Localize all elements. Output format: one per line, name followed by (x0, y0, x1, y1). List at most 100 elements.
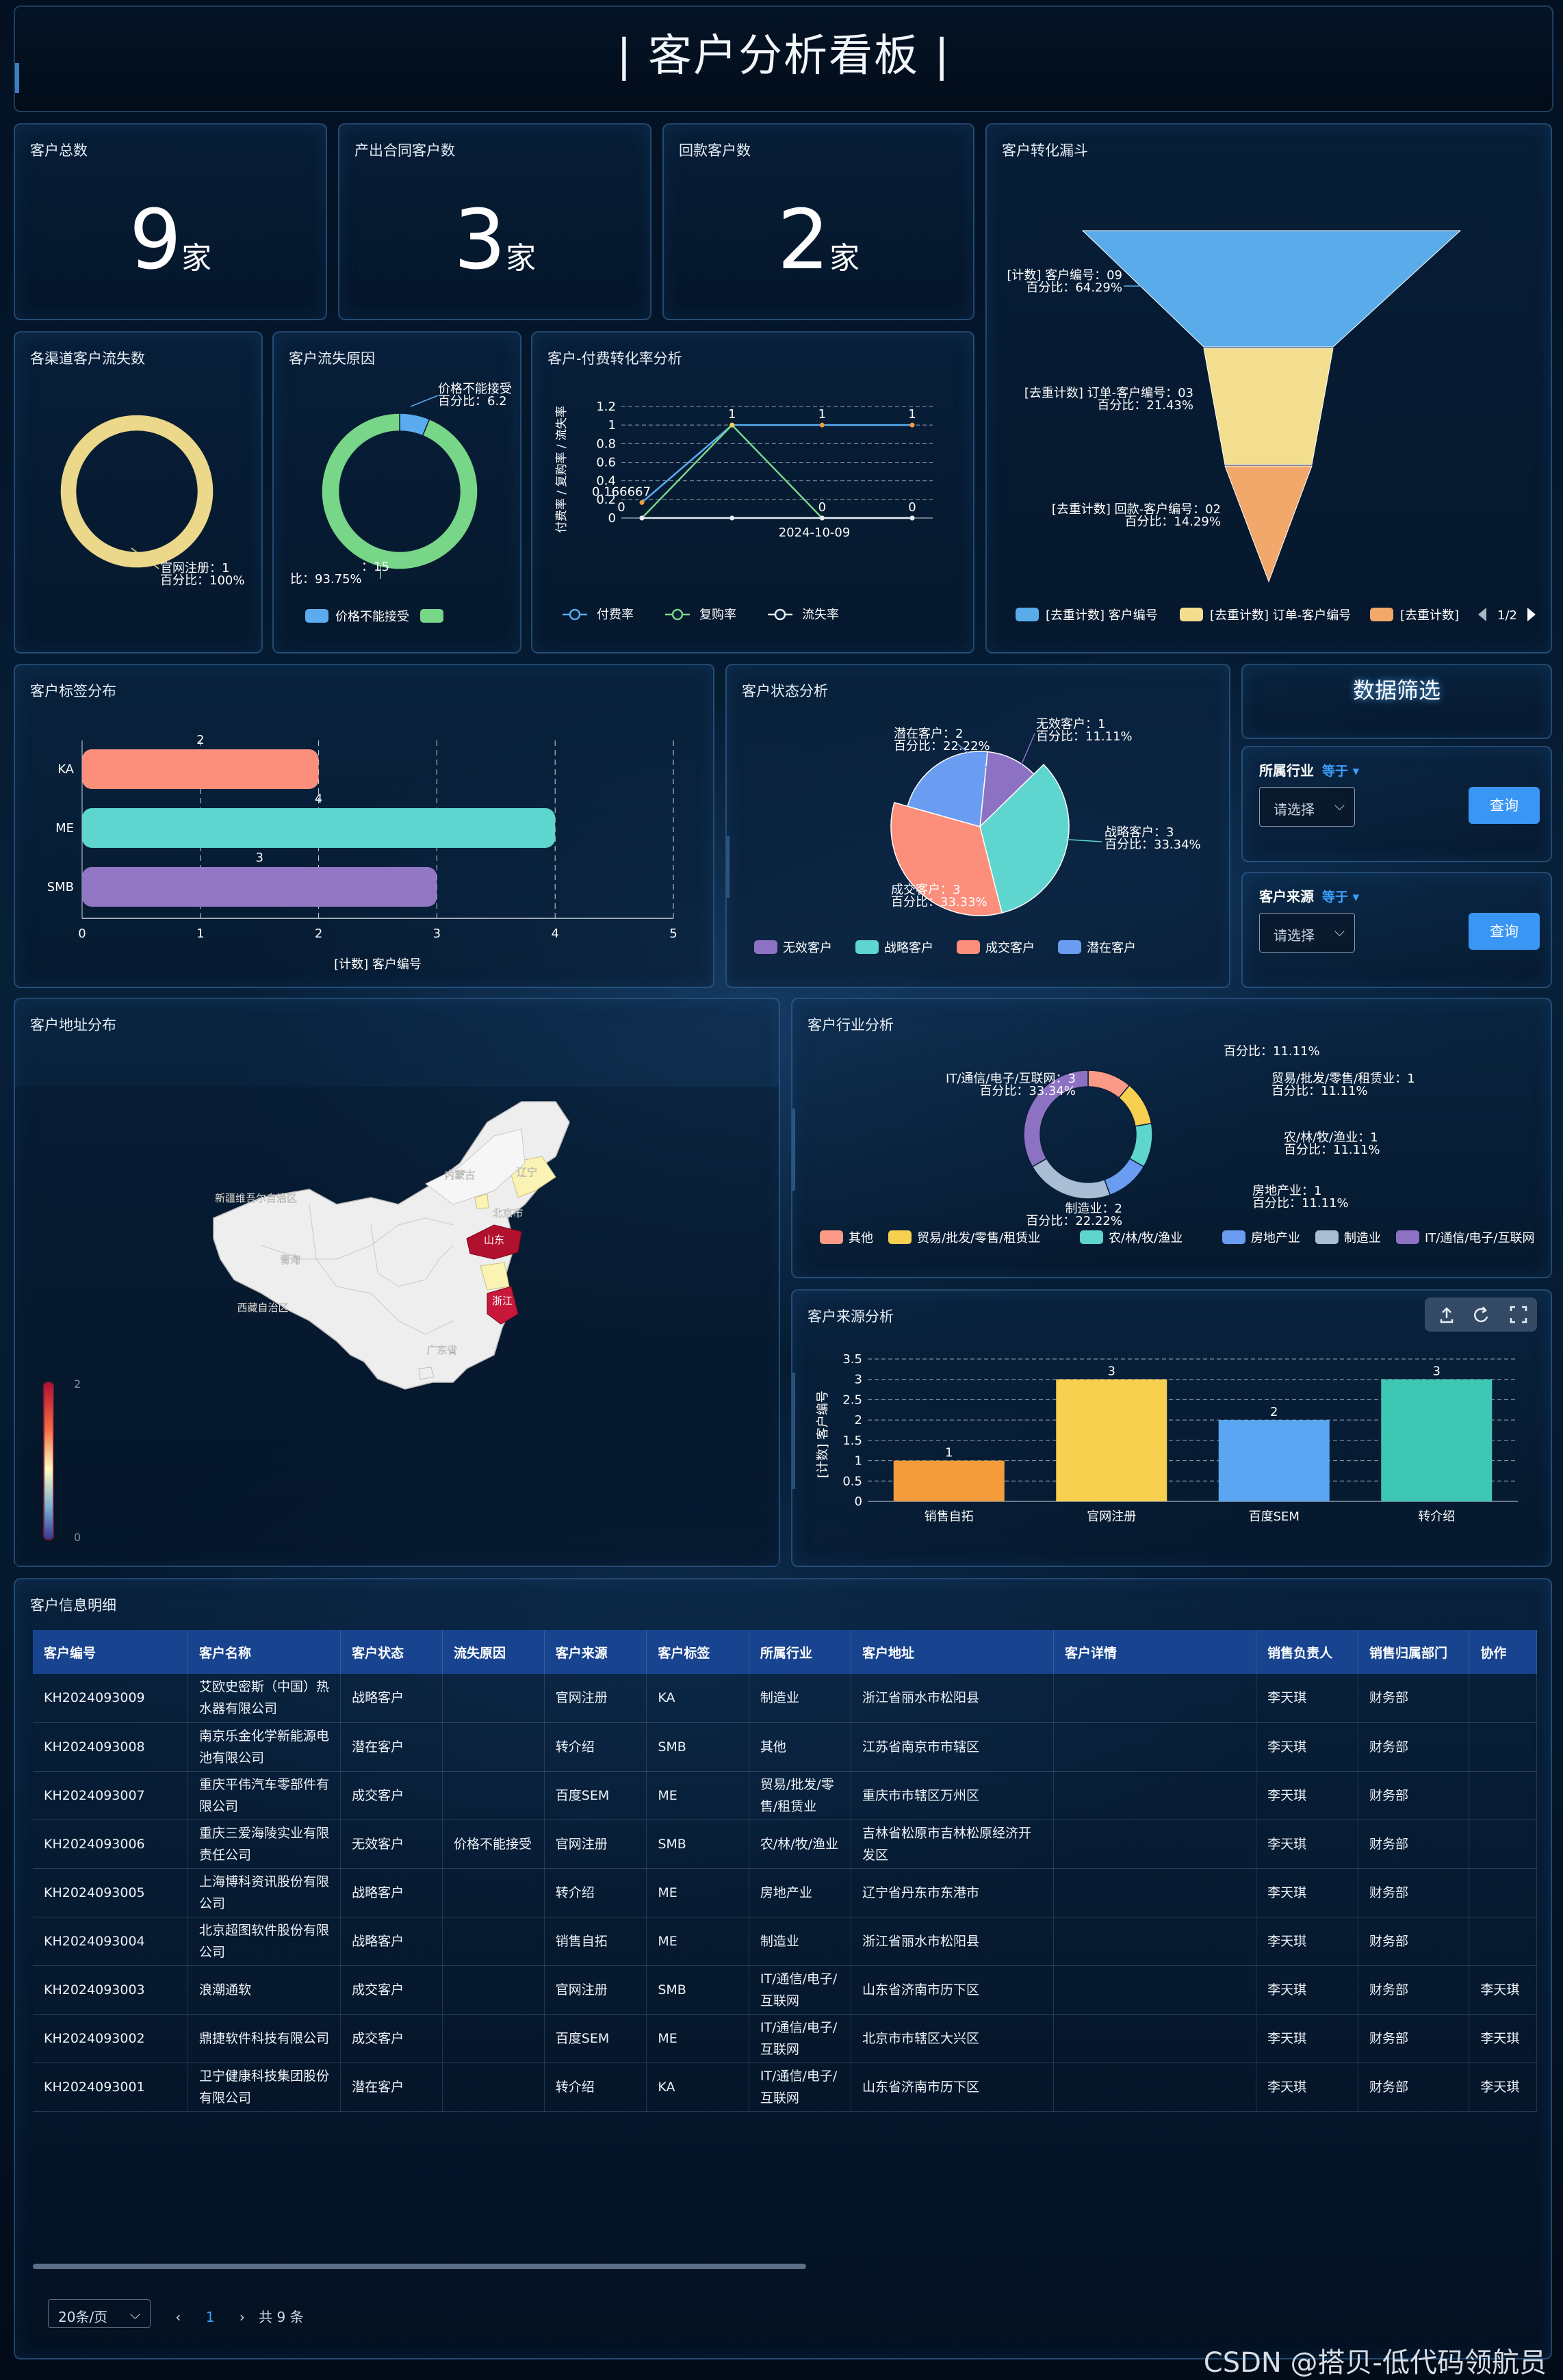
table-row[interactable]: KH2024093005 上海博科资讯股份有限公司 战略客户 转介绍 ME 房地产业 辽宁省… (33, 1868, 1537, 1917)
table-cell (1469, 1674, 1537, 1723)
table-cell: KH2024093009 (33, 1674, 188, 1723)
legend-label: 贸易/批发/零售/租赁业 (917, 1231, 1040, 1245)
table-cell: 重庆三爱海陵实业有限责任公司 (188, 1820, 341, 1869)
province-label: 广东省 (426, 1344, 457, 1356)
status-label-2: 成交客户：3 (891, 883, 960, 897)
y-tick: 0.5 (842, 1474, 862, 1488)
operator-label: 等于 (1322, 890, 1349, 905)
pie-slice (1118, 1084, 1152, 1127)
category-label: 销售自拓 (925, 1510, 974, 1524)
stat-unit: 家 (829, 241, 860, 276)
table-cell: SMB (646, 1965, 749, 2015)
table-row[interactable]: KH2024093006 重庆三爱海陵实业有限责任公司 无效客户 价格不能接受 官网注册… (33, 1820, 1537, 1869)
page-number[interactable]: 1 (205, 2309, 215, 2325)
status-pct-0: 百分比：11.11% (1036, 729, 1133, 744)
table-cell: 李天琪 (1256, 2062, 1358, 2112)
total-count: 共 9 条 (259, 2309, 304, 2325)
table-cell: 官网注册 (544, 1965, 647, 2015)
province-label: 山东 (484, 1234, 504, 1246)
table-cell (1053, 2014, 1257, 2063)
bar (82, 808, 556, 848)
tags-panel: 客户标签分布 0 1 2 3 4 5 KA 2 ME 4 SMB 3 [计数] 客户编号 (14, 664, 714, 988)
table-viewport[interactable]: 客户编号 客户名称 客户状态 流失原因 客户来源 客户标签 所属行业 客户地址 客户详情 销售负责… (33, 1630, 1537, 2136)
y-tick: 1.2 (596, 400, 616, 414)
status-pct-2: 百分比：33.33% (891, 895, 987, 909)
source-chart: [计数] 客户编号 0 0.5 1 1.5 2 2.5 3 3.5 1 销售自拓 3 官网注册 2 百度S… (816, 1352, 1518, 1524)
chevron-down-icon: ⌵ (129, 2306, 140, 2323)
table-cell: SMB (646, 1820, 749, 1869)
panel-title: 客户状态分析 (742, 683, 828, 699)
column-header[interactable]: 销售负责人 (1256, 1630, 1358, 1674)
table-cell (442, 1722, 545, 1772)
table-cell (1053, 1917, 1257, 1966)
next-page-button[interactable]: › (239, 2309, 245, 2325)
source-select[interactable]: 请选择 ⌵ (1259, 913, 1355, 953)
legend-pager: 1/2 (1497, 608, 1517, 623)
table-cell: KH2024093001 (33, 2062, 188, 2112)
column-header[interactable]: 销售归属部门 (1358, 1630, 1470, 1674)
table-row[interactable]: KH2024093007 重庆平伟汽车零部件有限公司 成交客户 百度SEM ME 贸易/批… (33, 1771, 1537, 1820)
table-cell: 其他 (749, 1722, 851, 1772)
y-tick: 0 (608, 511, 616, 526)
legend-swatch (754, 940, 777, 954)
toolbar-icons (1440, 1306, 1527, 1323)
page-size-label: 20条/页 (58, 2309, 108, 2325)
series-point (639, 500, 645, 505)
table-cell: 官网注册 (544, 1820, 647, 1869)
legend-label: 复购率 (699, 608, 736, 622)
rate-ylabel: 付费率 / 复购率 / 流失率 (555, 406, 569, 533)
bar-value-label: 2 (1270, 1405, 1278, 1419)
prev-page-button[interactable]: ‹ (175, 2309, 181, 2325)
table-cell (442, 2062, 545, 2112)
column-header[interactable]: 客户编号 (33, 1630, 188, 1674)
horizontal-scrollbar[interactable] (33, 2264, 806, 2269)
industry-query-button[interactable]: 查询 (1469, 787, 1540, 824)
column-header[interactable]: 客户名称 (188, 1630, 341, 1674)
legend-swatch (1080, 1230, 1103, 1244)
stat-label: 产出合同客户数 (354, 142, 455, 159)
pie-slice (979, 751, 1035, 828)
legend-label: 农/林/牧/渔业 (1109, 1231, 1183, 1245)
province-label: 西藏自治区 (237, 1302, 288, 1314)
column-header[interactable]: 客户地址 (851, 1630, 1055, 1674)
legend-label: 其他 (849, 1231, 873, 1245)
legend-swatch (855, 940, 879, 954)
rate-grid: 00.20.40.60.811.2 (596, 400, 933, 526)
status-panel: 客户状态分析 无效客户：1 百分比：11.11% 战略客户：3 百分比：33.3… (725, 664, 1230, 988)
table-cell (1469, 1820, 1537, 1869)
funnel-legend-swatch-1 (1180, 608, 1203, 621)
category-label: ME (55, 821, 74, 836)
table-row[interactable]: KH2024093003 浪潮通软 成交客户 官网注册 SMB IT/通信/电子/互联网山… (33, 1965, 1537, 2015)
legend-marker (774, 608, 786, 621)
source-operator[interactable]: 等于 ▾ (1322, 890, 1360, 905)
category-label: SMB (47, 880, 74, 894)
column-header[interactable]: 客户标签 (646, 1630, 749, 1674)
table-row[interactable]: KH2024093009 艾欧史密斯（中国）热水器有限公司 战略客户 官网注册 KA 制造… (33, 1674, 1537, 1723)
source-query-button[interactable]: 查询 (1469, 913, 1540, 950)
table-row[interactable]: KH2024093004 北京超图软件股份有限公司 战略客户 销售自拓 ME 制造业 浙江省… (33, 1917, 1537, 1966)
bar (1218, 1420, 1330, 1501)
column-header[interactable]: 流失原因 (442, 1630, 545, 1674)
funnel-legend-2: [去重计数] (1400, 608, 1459, 623)
column-header[interactable]: 协作 (1469, 1630, 1537, 1674)
industry-select[interactable]: 请选择 ⌵ (1259, 787, 1355, 827)
table-cell: 转介绍 (544, 1722, 647, 1772)
column-header[interactable]: 客户详情 (1053, 1630, 1257, 1674)
select-placeholder: 请选择 (1274, 927, 1315, 944)
stat-value: 3 (453, 193, 506, 288)
column-header[interactable]: 客户来源 (544, 1630, 647, 1674)
column-header[interactable]: 所属行业 (749, 1630, 851, 1674)
page-size-select[interactable]: 20条/页 ⌵ (48, 2299, 151, 2328)
table-cell: 李天琪 (1256, 1674, 1358, 1723)
table-row[interactable]: KH2024093001 卫宁健康科技集团股份有限公司 潜在客户 转介绍 KA IT/通信… (33, 2062, 1537, 2112)
stat-unit: 家 (506, 241, 537, 276)
table-cell: 李天琪 (1256, 1771, 1358, 1820)
rate-series: 0.166667 1 1 1 0 0 0 (592, 407, 916, 521)
industry-operator[interactable]: 等于 ▾ (1322, 764, 1360, 779)
status-label-1: 战略客户：3 (1105, 825, 1174, 840)
table-row[interactable]: KH2024093008 南京乐金化学新能源电池有限公司 潜在客户 转介绍 SMB 其他江… (33, 1722, 1537, 1772)
column-header[interactable]: 客户状态 (340, 1630, 443, 1674)
table-row[interactable]: KH2024093002 鼎捷软件科技有限公司 成交客户 百度SEM ME IT/通信/电… (33, 2014, 1537, 2063)
category-label: 转介绍 (1418, 1510, 1455, 1524)
